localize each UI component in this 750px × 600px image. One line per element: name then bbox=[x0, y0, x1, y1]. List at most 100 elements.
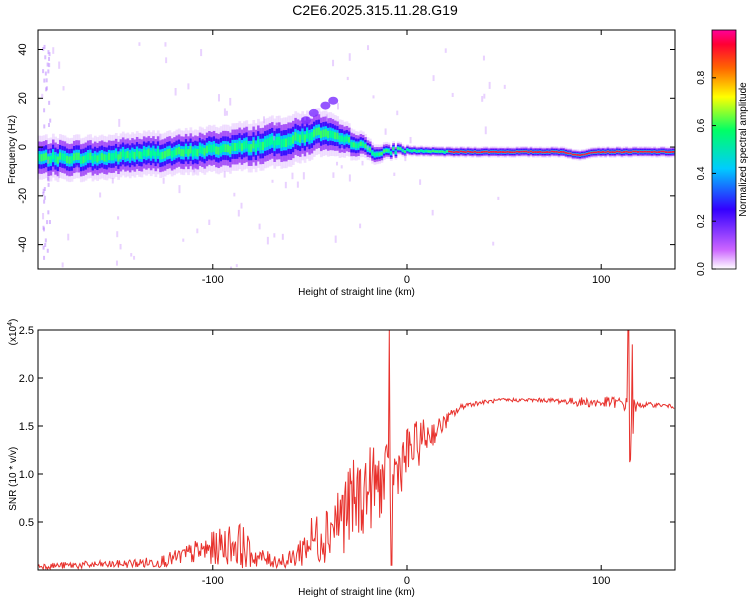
heat-cell bbox=[513, 151, 517, 154]
heat-cell bbox=[529, 150, 533, 153]
noise-speckle bbox=[42, 191, 45, 196]
heat-cell bbox=[354, 143, 358, 149]
noise-speckle bbox=[359, 223, 362, 229]
noise-speckle bbox=[503, 84, 506, 89]
heat-cell bbox=[273, 139, 277, 148]
heat-cell bbox=[632, 150, 636, 153]
heat-cell bbox=[478, 151, 482, 154]
heat-cell bbox=[569, 152, 573, 155]
heat-cell bbox=[229, 146, 232, 154]
noise-speckle bbox=[271, 179, 274, 183]
noise-speckle bbox=[332, 59, 335, 67]
heat-cell bbox=[518, 151, 521, 153]
noise-speckle bbox=[361, 160, 364, 166]
noise-speckle bbox=[276, 122, 279, 127]
heat-cell bbox=[373, 152, 377, 157]
noise-speckle bbox=[367, 45, 370, 51]
heat-cell bbox=[583, 153, 587, 156]
heat-cell bbox=[399, 147, 402, 150]
heat-cell bbox=[215, 146, 218, 155]
heat-cell bbox=[664, 151, 668, 154]
x-tick-label: 0 bbox=[404, 575, 410, 587]
noise-speckle bbox=[111, 177, 114, 184]
noise-speckle bbox=[193, 167, 196, 173]
heat-cell bbox=[236, 142, 239, 151]
plot-frame-top bbox=[37, 29, 676, 270]
y-axis-label: Frequency (Hz) bbox=[7, 115, 18, 184]
heat-cell bbox=[462, 150, 465, 153]
noise-speckle bbox=[52, 47, 55, 54]
heat-cell bbox=[669, 151, 673, 154]
noise-speckle bbox=[337, 103, 340, 110]
heat-cell bbox=[205, 145, 209, 154]
heat-cell bbox=[243, 141, 246, 150]
noise-speckle bbox=[42, 69, 45, 74]
heat-cell bbox=[420, 149, 423, 152]
heat-cell bbox=[84, 154, 88, 163]
heat-cell bbox=[361, 142, 365, 147]
noise-speckle bbox=[492, 241, 495, 246]
heat-cell bbox=[319, 130, 323, 139]
heat-cell bbox=[413, 149, 416, 152]
heat-cell bbox=[608, 151, 612, 154]
heat-cell bbox=[180, 148, 183, 157]
heat-cell bbox=[70, 156, 74, 164]
heat-cell bbox=[541, 151, 545, 154]
noise-speckle bbox=[61, 262, 64, 268]
heat-cell bbox=[96, 155, 99, 163]
heat-cell bbox=[224, 144, 228, 153]
colorbar bbox=[711, 29, 737, 270]
heat-cell bbox=[611, 151, 615, 154]
heat-cell bbox=[303, 134, 307, 143]
heat-cell bbox=[406, 148, 409, 151]
heat-cell bbox=[499, 151, 503, 153]
heat-cell bbox=[149, 150, 153, 158]
noise-speckle bbox=[482, 55, 485, 61]
noise-speckle bbox=[42, 225, 45, 230]
noise-speckle bbox=[48, 150, 51, 155]
heat-cell bbox=[203, 148, 207, 156]
noise-speckle bbox=[43, 255, 46, 260]
heat-cell bbox=[618, 150, 622, 153]
heat-cell bbox=[159, 152, 162, 160]
noise-speckle bbox=[208, 219, 211, 225]
noise-speckle bbox=[42, 245, 45, 250]
x-tick-label: -100 bbox=[202, 575, 224, 587]
heat-cell bbox=[168, 148, 172, 156]
heat-cell bbox=[226, 144, 230, 153]
noise-speckle bbox=[266, 236, 269, 245]
heat-cell bbox=[152, 148, 155, 156]
heat-cell bbox=[366, 146, 370, 151]
heat-cell bbox=[58, 152, 62, 160]
heat-cell bbox=[555, 150, 559, 153]
colorbar-tick-label: 0.4 bbox=[696, 166, 707, 180]
snr-line bbox=[38, 330, 675, 570]
heat-cell bbox=[252, 140, 256, 149]
heat-cell bbox=[427, 150, 430, 153]
heat-cell bbox=[476, 151, 479, 154]
heat-cell bbox=[289, 137, 293, 146]
noise-speckle bbox=[451, 92, 454, 97]
heat-cell bbox=[301, 131, 305, 140]
noise-speckle bbox=[44, 71, 47, 76]
heat-cell bbox=[483, 150, 486, 153]
x-tick-label: 100 bbox=[592, 274, 610, 286]
heat-cell bbox=[655, 151, 659, 154]
heat-cell bbox=[564, 151, 568, 154]
noise-speckle bbox=[138, 42, 141, 46]
heat-cell bbox=[278, 136, 281, 146]
noise-speckle bbox=[162, 177, 165, 184]
noise-speckle bbox=[281, 233, 284, 240]
heat-cell bbox=[457, 151, 461, 154]
heat-cell bbox=[438, 150, 442, 153]
heat-cell bbox=[201, 146, 204, 155]
heat-cell bbox=[576, 153, 580, 156]
heat-cell bbox=[662, 150, 666, 153]
heat-cell bbox=[93, 154, 97, 162]
heat-cell bbox=[271, 136, 274, 145]
heat-cell bbox=[212, 144, 216, 152]
noise-speckle bbox=[159, 133, 162, 142]
heat-cell bbox=[210, 144, 214, 153]
heat-cell bbox=[275, 136, 279, 146]
y-tick-label: 1.5 bbox=[19, 421, 34, 433]
